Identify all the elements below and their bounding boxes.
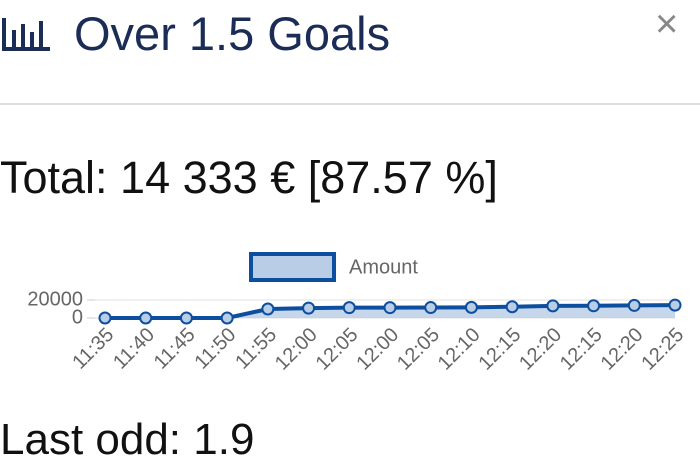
chart-icon bbox=[2, 18, 50, 51]
x-tick-label: 12:00 bbox=[271, 324, 322, 375]
point bbox=[505, 300, 519, 314]
point bbox=[98, 311, 112, 325]
x-tick-label: 12:25 bbox=[637, 324, 688, 375]
x-tick-label: 11:45 bbox=[150, 324, 200, 374]
x-tick-label: 11:55 bbox=[231, 324, 281, 374]
divider bbox=[0, 103, 700, 105]
point bbox=[302, 301, 316, 315]
chart: 02000011:3511:4011:4511:5011:5512:0012:0… bbox=[27, 252, 688, 375]
point bbox=[139, 311, 153, 325]
y-tick-label: 0 bbox=[72, 306, 83, 328]
point bbox=[342, 301, 356, 315]
x-tick-label: 11:35 bbox=[68, 324, 118, 374]
last-odd: Last odd: 1.9 bbox=[0, 415, 255, 464]
title: Over 1.5 Goals bbox=[74, 7, 391, 60]
point bbox=[668, 298, 682, 312]
x-tick-label: 11:40 bbox=[109, 324, 159, 374]
x-tick-label: 12:05 bbox=[393, 324, 444, 375]
x-tick-label: 12:00 bbox=[352, 324, 403, 375]
point bbox=[179, 311, 193, 325]
x-tick-label: 12:05 bbox=[312, 324, 363, 375]
y-tick-label: 20000 bbox=[27, 288, 83, 310]
point bbox=[261, 302, 275, 316]
legend-swatch bbox=[249, 252, 336, 282]
x-tick-label: 12:15 bbox=[556, 324, 607, 375]
point bbox=[627, 298, 641, 312]
point bbox=[220, 311, 234, 325]
x-tick-label: 11:50 bbox=[191, 324, 241, 374]
x-tick-label: 12:20 bbox=[597, 324, 648, 375]
point bbox=[383, 301, 397, 315]
x-tick-label: 12:15 bbox=[474, 324, 525, 375]
x-tick-label: 12:20 bbox=[515, 324, 566, 375]
point bbox=[546, 299, 560, 313]
point bbox=[424, 301, 438, 315]
close-button[interactable]: × bbox=[655, 2, 679, 46]
total: Total: 14 333 € [87.57 %] bbox=[0, 152, 498, 203]
point bbox=[587, 299, 601, 313]
point bbox=[464, 300, 478, 314]
legend-label: Amount bbox=[349, 256, 418, 278]
x-tick-label: 12:10 bbox=[434, 324, 485, 375]
